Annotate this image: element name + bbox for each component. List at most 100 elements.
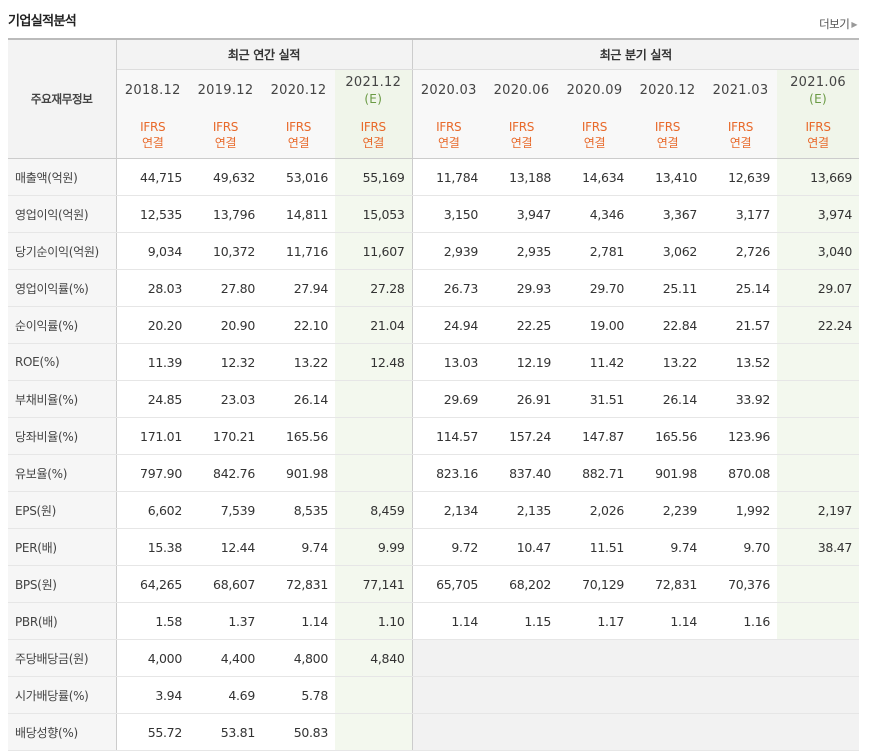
row-label: 부채비율(%) <box>8 380 117 418</box>
annual-value-cell: 15,053 <box>335 195 413 233</box>
quarter-value-cell: 114.57 <box>412 417 486 455</box>
annual-value-cell: 1.14 <box>262 602 335 640</box>
quarter-value-cell: 38.47 <box>777 528 860 566</box>
section-title: 기업실적분석 <box>8 14 77 29</box>
annual-value-cell: 9.74 <box>262 528 335 566</box>
row-label: 영업이익(억원) <box>8 195 117 233</box>
annual-value-cell: 7,539 <box>189 491 262 529</box>
period-date: 2018.12 <box>124 83 181 98</box>
table-row: 당기순이익(억원) 9,034 10,372 11,716 11,607 2,939 2,9… <box>8 232 860 270</box>
quarter-value-cell: 72,831 <box>631 565 705 603</box>
ifrs-basis-header: IFRS 연결 <box>777 112 860 159</box>
annual-value-cell: 10,372 <box>189 232 262 270</box>
quarter-value-cell: 11.51 <box>558 528 632 566</box>
annual-value-cell: 26.14 <box>262 380 335 418</box>
row-label: ROE(%) <box>8 343 117 381</box>
quarter-value-cell: 3,974 <box>777 195 860 233</box>
quarter-value-cell: 3,367 <box>631 195 705 233</box>
quarter-value-cell <box>777 454 860 492</box>
annual-value-cell: 13.22 <box>262 343 335 381</box>
quarter-value-cell: 29.70 <box>558 269 632 307</box>
annual-value-cell: 9.99 <box>335 528 413 566</box>
quarter-value-cell: 2,239 <box>631 491 705 529</box>
annual-value-cell: 50.83 <box>262 713 335 751</box>
quarter-value-cell: 2,935 <box>485 232 559 270</box>
quarter-value-cell: 3,947 <box>485 195 559 233</box>
annual-value-cell: 15.38 <box>116 528 189 566</box>
quarter-value-cell: 25.14 <box>704 269 778 307</box>
consolidated-label: 연결 <box>510 136 533 150</box>
row-label: BPS(원) <box>8 565 117 603</box>
consolidated-label: 연결 <box>729 136 752 150</box>
quarter-value-cell <box>485 639 559 677</box>
ifrs-basis-header: IFRS 연결 <box>558 112 632 159</box>
annual-value-cell: 55,169 <box>335 158 413 196</box>
period-header: 2020.09 <box>558 69 632 112</box>
quarter-value-cell: 22.24 <box>777 306 860 344</box>
quarter-value-cell: 1.14 <box>412 602 486 640</box>
period-date: 2020.06 <box>493 83 550 98</box>
quarter-value-cell: 11,784 <box>412 158 486 196</box>
annual-value-cell: 170.21 <box>189 417 262 455</box>
quarter-value-cell: 31.51 <box>558 380 632 418</box>
quarter-value-cell <box>704 676 778 714</box>
annual-value-cell: 22.10 <box>262 306 335 344</box>
quarter-value-cell: 882.71 <box>558 454 632 492</box>
quarter-value-cell <box>558 639 632 677</box>
annual-value-cell: 21.04 <box>335 306 413 344</box>
quarter-value-cell: 147.87 <box>558 417 632 455</box>
quarter-value-cell <box>777 602 860 640</box>
table-corner-header: 주요재무정보 <box>8 38 117 159</box>
quarter-value-cell: 2,939 <box>412 232 486 270</box>
quarter-value-cell: 2,781 <box>558 232 632 270</box>
quarter-value-cell: 3,150 <box>412 195 486 233</box>
annual-value-cell: 8,535 <box>262 491 335 529</box>
annual-value-cell: 20.90 <box>189 306 262 344</box>
annual-value-cell: 12,535 <box>116 195 189 233</box>
annual-value-cell: 9,034 <box>116 232 189 270</box>
more-link-label: 더보기 <box>819 17 850 31</box>
ifrs-label: IFRS <box>285 120 312 134</box>
quarter-value-cell: 24.94 <box>412 306 486 344</box>
ifrs-basis-header: IFRS 연결 <box>335 112 413 159</box>
ifrs-label: IFRS <box>805 120 831 134</box>
table-row: 유보율(%) 797.90 842.76 901.98 823.16 837.40 882.… <box>8 454 860 492</box>
ifrs-basis-header: IFRS 연결 <box>189 112 262 159</box>
table-row: 순이익률(%) 20.20 20.90 22.10 21.04 24.94 22.25 19.… <box>8 306 860 344</box>
period-header: 2020.06 <box>485 69 559 112</box>
ifrs-basis-header: IFRS 연결 <box>262 112 335 159</box>
ifrs-label: IFRS <box>581 120 608 134</box>
consolidated-label: 연결 <box>287 136 310 150</box>
quarter-value-cell: 21.57 <box>704 306 778 344</box>
annual-value-cell: 901.98 <box>262 454 335 492</box>
quarter-value-cell: 901.98 <box>631 454 705 492</box>
annual-value-cell: 27.80 <box>189 269 262 307</box>
ifrs-row: IFRS 연결 IFRS 연결 IFRS 연결 IFRS 연결 IFRS 연결 IFRS 연결 IFRS… <box>8 112 860 159</box>
annual-value-cell: 27.28 <box>335 269 413 307</box>
consolidated-label: 연결 <box>214 136 237 150</box>
period-header: 2020.12 <box>631 69 705 112</box>
quarter-value-cell: 33.92 <box>704 380 778 418</box>
quarter-value-cell: 29.93 <box>485 269 559 307</box>
row-label: 당좌비율(%) <box>8 417 117 455</box>
quarter-value-cell <box>558 676 632 714</box>
annual-value-cell: 11,607 <box>335 232 413 270</box>
annual-value-cell <box>335 713 413 751</box>
quarter-value-cell <box>777 713 860 751</box>
quarter-value-cell: 13.03 <box>412 343 486 381</box>
annual-value-cell: 12.32 <box>189 343 262 381</box>
estimate-marker: (E) <box>364 92 383 106</box>
consolidated-label: 연결 <box>362 136 385 150</box>
period-header: 2021.12 (E) <box>335 69 413 112</box>
quarter-value-cell: 26.14 <box>631 380 705 418</box>
quarter-value-cell: 10.47 <box>485 528 559 566</box>
more-link[interactable]: 더보기 ▶ <box>819 16 857 32</box>
quarter-group-header: 최근 분기 실적 <box>412 38 860 70</box>
quarter-value-cell <box>704 713 778 751</box>
quarter-value-cell <box>777 676 860 714</box>
quarter-value-cell: 837.40 <box>485 454 559 492</box>
quarter-value-cell <box>485 676 559 714</box>
table-row: PER(배) 15.38 12.44 9.74 9.99 9.72 10.47 11.51 9.… <box>8 528 860 566</box>
quarter-value-cell: 12.19 <box>485 343 559 381</box>
